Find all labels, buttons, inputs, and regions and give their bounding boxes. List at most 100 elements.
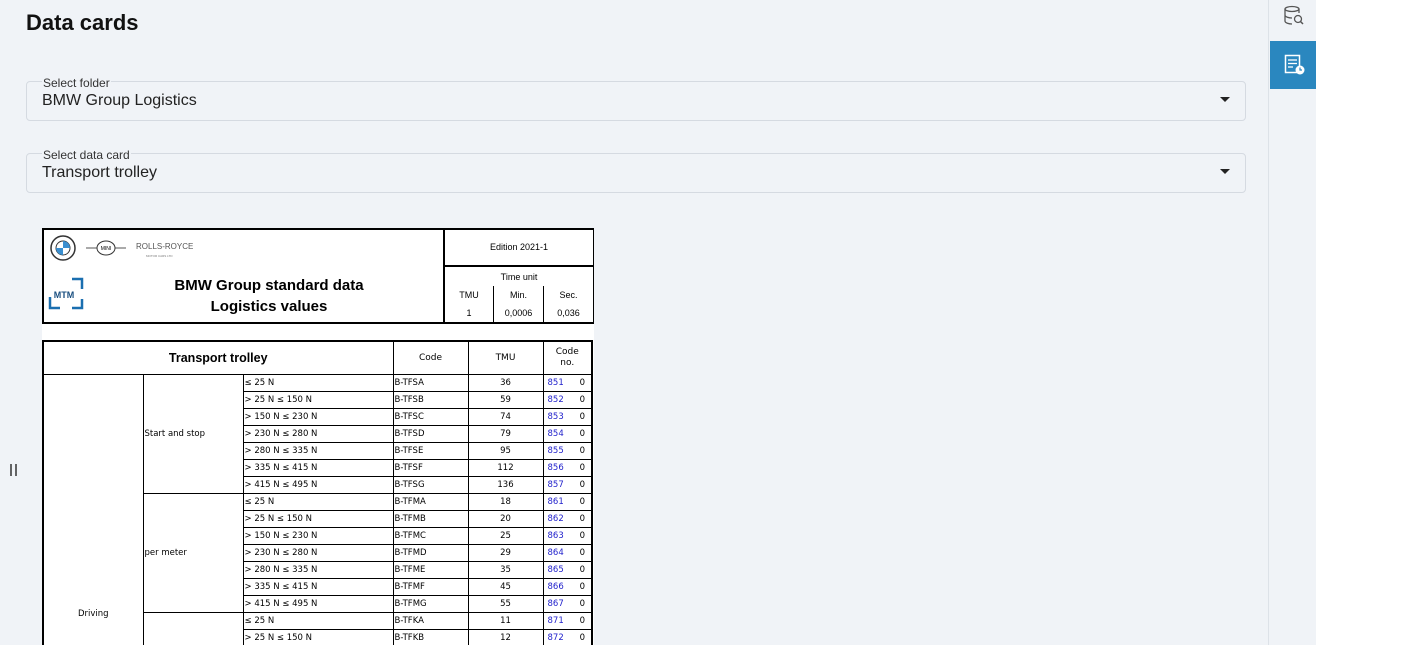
code-no-cell: 853 0 [542, 408, 593, 426]
tmu-cell: 79 [467, 425, 544, 443]
condition-cell: > 25 N ≤ 150 N [242, 510, 394, 528]
condition-cell: > 25 N ≤ 150 N [242, 629, 394, 645]
time-unit-label: Time unit [500, 272, 538, 282]
code-no: 872 [547, 633, 564, 643]
rolls-royce-logo: ROLLS-ROYCE [136, 242, 193, 251]
code-suffix: 0 [579, 565, 585, 575]
code-suffix: 0 [579, 378, 585, 388]
folder-select[interactable]: Select folder BMW Group Logistics [26, 76, 1246, 121]
table-row: > 25 N ≤ 150 N B-TFMB 20 862 0 [43, 510, 593, 528]
tmu-cell: 45 [467, 578, 544, 596]
condition-cell: > 150 N ≤ 230 N [242, 408, 394, 426]
data-table: Transport trolley Code TMU Code no. Driv… [42, 340, 593, 645]
tmu-cell: 12 [467, 629, 544, 645]
code-suffix: 0 [579, 514, 585, 524]
subgroup-cell: Start and stop [142, 374, 244, 494]
code-suffix: 0 [579, 582, 585, 592]
mtm-logo: MTM [48, 277, 84, 310]
code-no: 851 [547, 378, 564, 388]
code-suffix: 0 [579, 616, 585, 626]
field-value: BMW Group Logistics [42, 92, 197, 109]
code-suffix: 0 [579, 446, 585, 456]
code-suffix: 0 [579, 497, 585, 507]
resize-handle[interactable] [9, 462, 19, 478]
condition-cell: ≤ 25 N [242, 612, 394, 630]
brand-logos: MINI ROLLS-ROYCE MOTOR CARS LTD [50, 235, 193, 261]
code-no: 853 [547, 412, 564, 422]
code-no-cell: 872 0 [542, 629, 593, 645]
group-cell: Driving [42, 374, 144, 645]
data-cards-icon [1284, 54, 1305, 75]
condition-cell: > 415 N ≤ 495 N [242, 595, 394, 613]
card-title: BMW Group standard data Logistics values [104, 275, 434, 317]
table-row: > 150 N ≤ 230 N B-TFSC 74 853 0 [43, 408, 593, 426]
condition-cell: > 335 N ≤ 415 N [242, 578, 394, 596]
code-cell: B-TFMA [392, 493, 469, 511]
code-suffix: 0 [579, 548, 585, 558]
tmu-cell: 74 [467, 408, 544, 426]
code-no-cell: 851 0 [542, 374, 593, 392]
tmu-cell: 20 [467, 510, 544, 528]
tmu-cell: 29 [467, 544, 544, 562]
subgroup-cell: per meter [142, 493, 244, 613]
condition-cell: > 25 N ≤ 150 N [242, 391, 394, 409]
code-no: 866 [547, 582, 564, 592]
tmu-cell: 36 [467, 374, 544, 392]
main-area: Data cards Select folder BMW Group Logis… [0, 0, 1268, 645]
time-unit-col: TMU [459, 290, 479, 300]
code-no-cell: 867 0 [542, 595, 593, 613]
code-no-cell: 866 0 [542, 578, 593, 596]
code-cell: B-TFSC [392, 408, 469, 426]
tmu-cell: 11 [467, 612, 544, 630]
code-no-cell: 871 0 [542, 612, 593, 630]
field-value: Transport trolley [42, 164, 157, 181]
field-label: Select folder [42, 76, 111, 90]
table-row: per meter ≤ 25 N B-TFMA 18 861 0 [43, 493, 593, 613]
table-row: > 230 N ≤ 280 N B-TFSD 79 854 0 [43, 425, 593, 443]
tmu-cell: 95 [467, 442, 544, 460]
data-card-select[interactable]: Select data card Transport trolley [26, 148, 1246, 193]
code-cell: B-TFSD [392, 425, 469, 443]
tmu-cell: 136 [467, 476, 544, 494]
condition-cell: > 415 N ≤ 495 N [242, 476, 394, 494]
subgroup-cell [142, 612, 244, 645]
table-row: > 335 N ≤ 415 N B-TFSF 112 856 0 [43, 459, 593, 477]
dropdown-arrow [1220, 97, 1230, 102]
code-cell: B-TFMG [392, 595, 469, 613]
code-no-cell: 855 0 [542, 442, 593, 460]
field-label: Select data card [42, 148, 131, 162]
code-no-cell: 857 0 [542, 476, 593, 494]
code-cell: B-TFME [392, 561, 469, 579]
header-cell: Transport trolley [42, 340, 394, 375]
code-no-cell: 852 0 [542, 391, 593, 409]
time-unit-col: Min. [509, 290, 527, 300]
header-row: Transport trolley Code TMU Code no. [42, 340, 593, 375]
page-title: Data cards [26, 10, 139, 35]
code-cell: B-TFSE [392, 442, 469, 460]
data-cards-tab[interactable] [1270, 41, 1316, 89]
code-no: 862 [547, 514, 564, 524]
search-database-icon[interactable] [1283, 5, 1305, 27]
code-suffix: 0 [579, 395, 585, 405]
time-unit-col: Sec. [559, 290, 578, 300]
code-no-cell: 863 0 [542, 527, 593, 545]
condition-cell: > 230 N ≤ 280 N [242, 425, 394, 443]
code-cell: B-TFSF [392, 459, 469, 477]
code-no-cell: 865 0 [542, 561, 593, 579]
time-unit-value: 0,0006 [504, 308, 533, 318]
tmu-cell: 55 [467, 595, 544, 613]
condition-cell: ≤ 25 N [242, 374, 394, 392]
code-suffix: 0 [579, 463, 585, 473]
time-unit-value: 1 [466, 308, 472, 318]
side-panel [1268, 0, 1316, 645]
code-no: 871 [547, 616, 564, 626]
code-no: 854 [547, 429, 564, 439]
code-cell: B-TFKA [392, 612, 469, 630]
table-row: Driving Start and stop ≤ 25 N B-TFSA 36 851 0 [42, 374, 593, 645]
code-no: 865 [547, 565, 564, 575]
code-no: 864 [547, 548, 564, 558]
rolls-royce-sub: MOTOR CARS LTD [146, 254, 173, 258]
tmu-cell: 18 [467, 493, 544, 511]
header-cell: Code [392, 340, 469, 375]
tmu-cell: 25 [467, 527, 544, 545]
